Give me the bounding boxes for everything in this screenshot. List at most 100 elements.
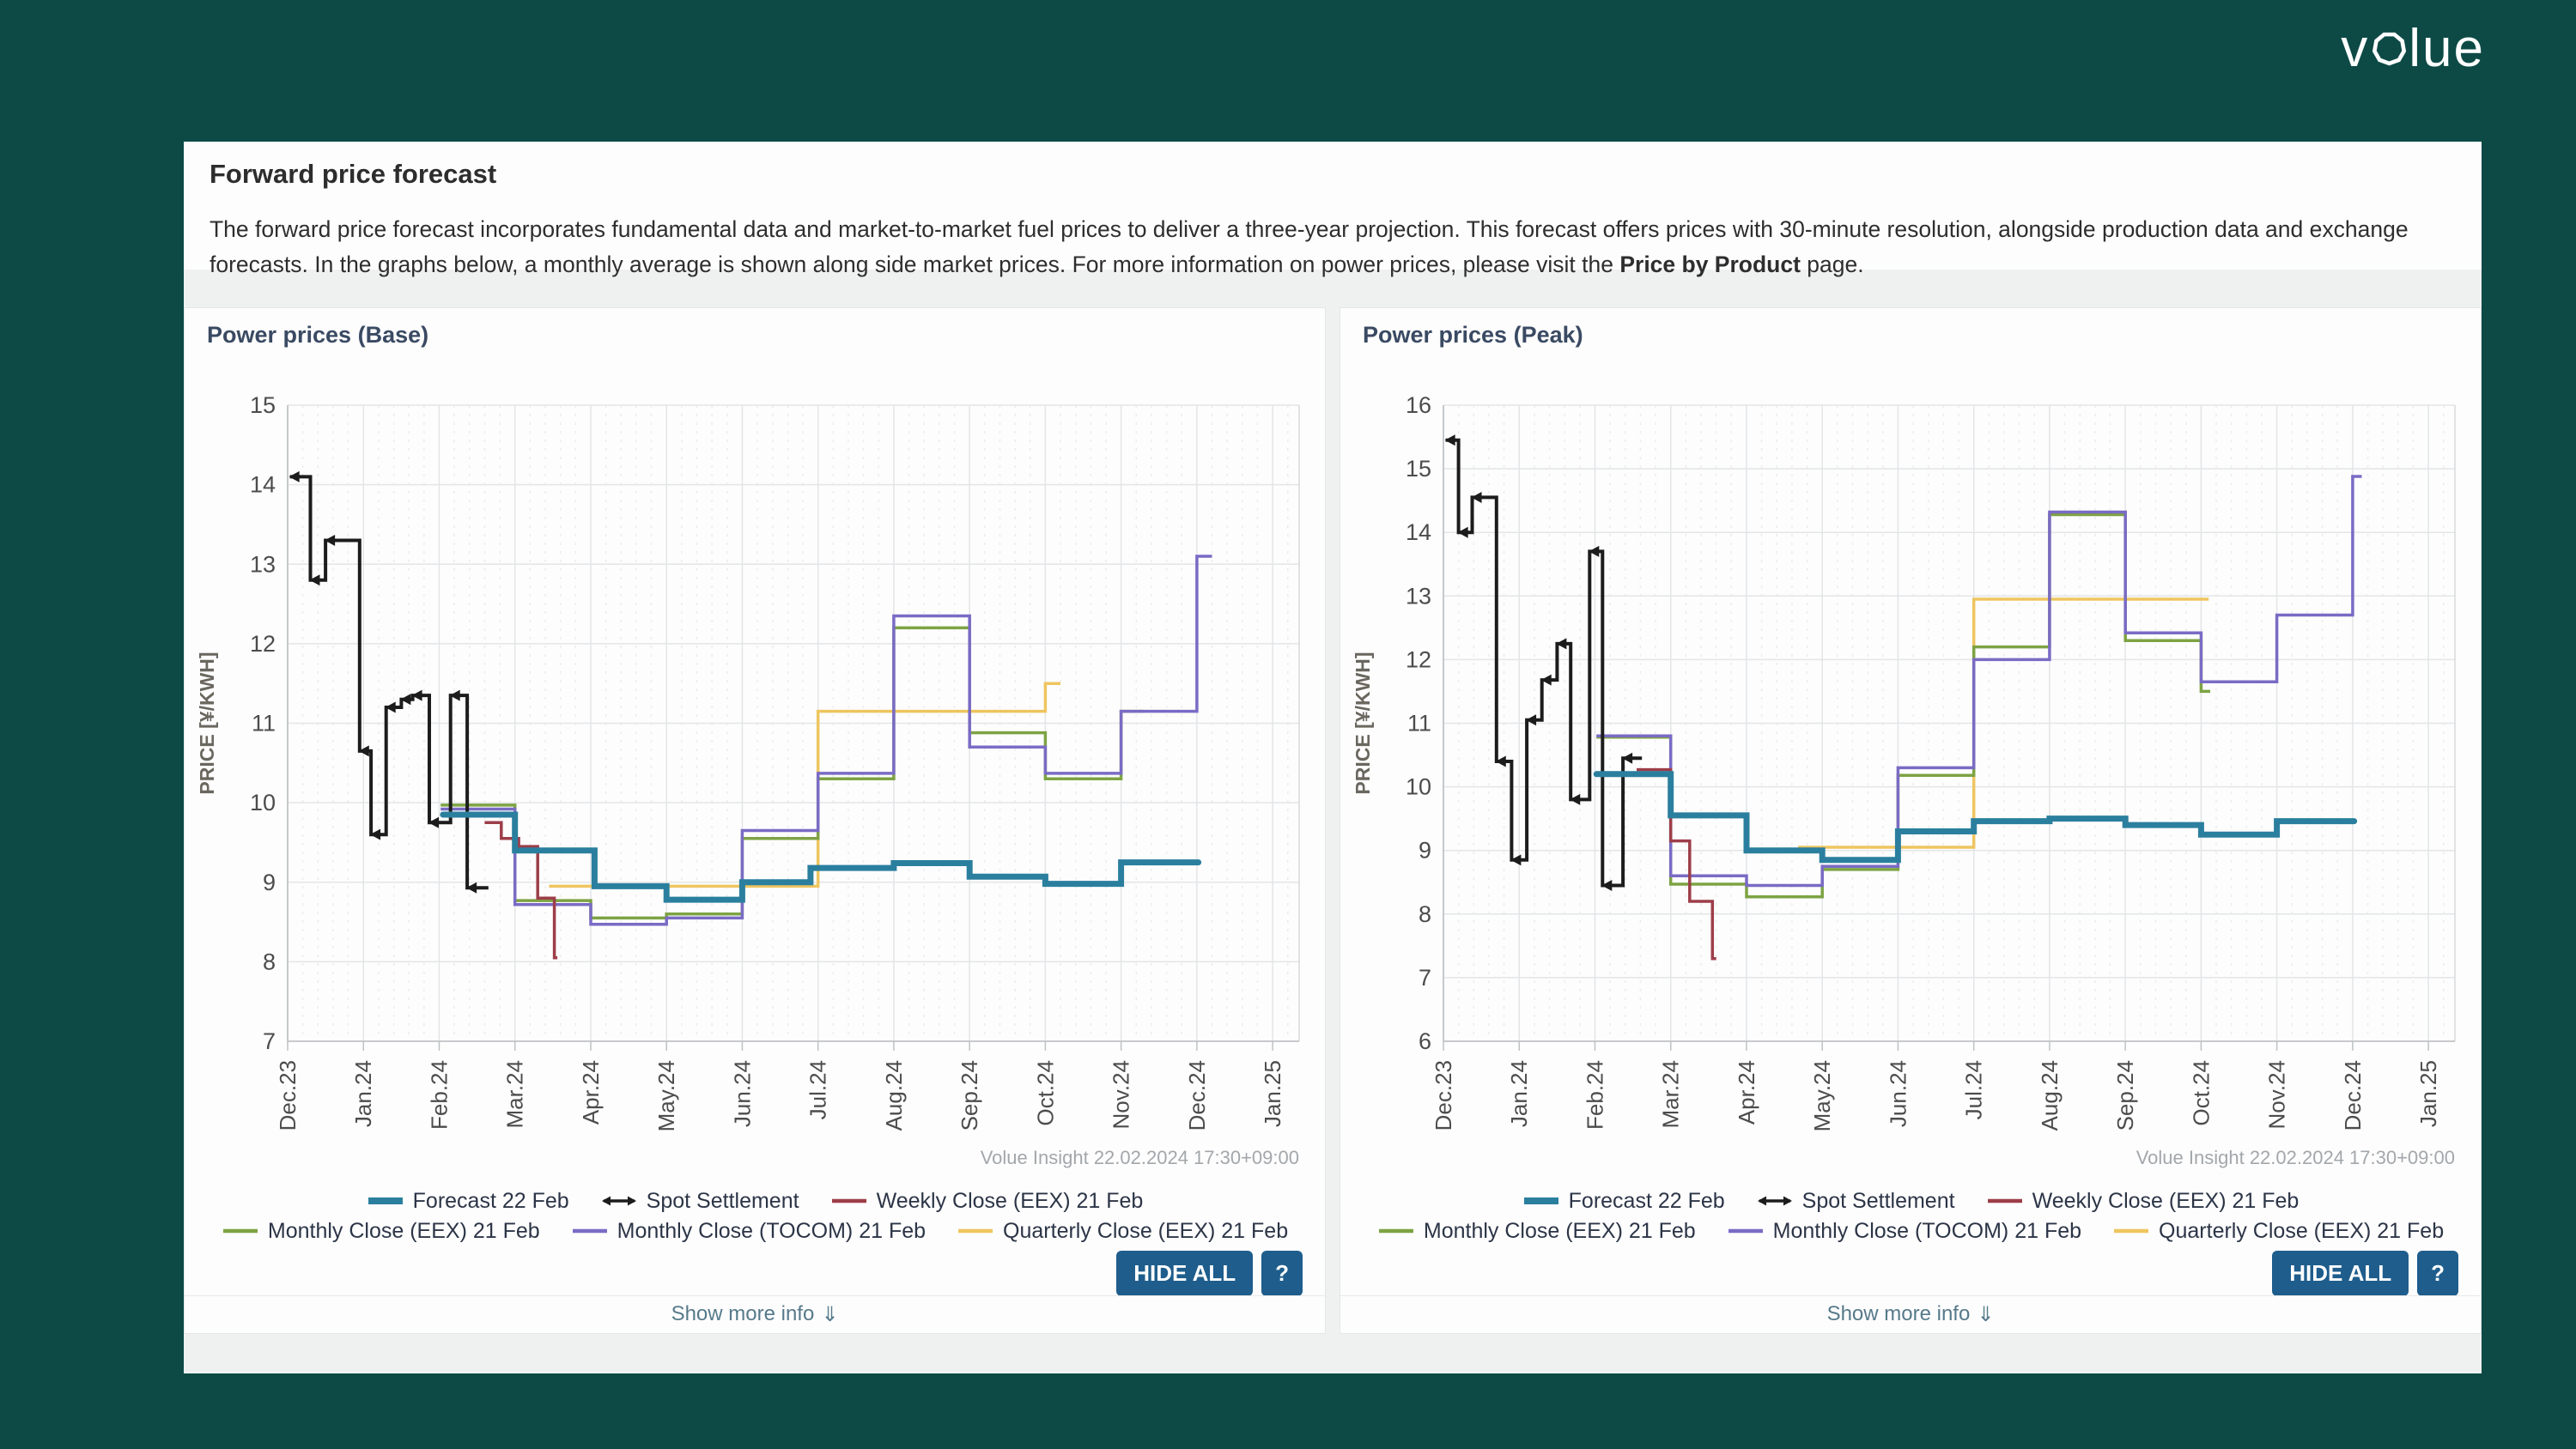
legend-item[interactable]: Spot Settlement [600, 1189, 799, 1214]
svg-text:Feb.24: Feb.24 [1582, 1060, 1607, 1130]
legend-label: Weekly Close (EEX) 21 Feb [2032, 1188, 2300, 1213]
footer-base: Show more info ⇓ [185, 1294, 1325, 1333]
hide-all-button[interactable]: HIDE ALL [2272, 1251, 2409, 1297]
help-button[interactable]: ? [2417, 1251, 2458, 1297]
legend-label: Monthly Close (TOCOM) 21 Feb [1772, 1218, 2082, 1243]
down-arrow-icon[interactable]: ⇓ [1977, 1302, 1995, 1326]
svg-text:Apr.24: Apr.24 [578, 1060, 604, 1125]
svg-text:10: 10 [1406, 774, 1431, 800]
show-more-link[interactable]: Show more info [671, 1302, 815, 1326]
svg-text:8: 8 [1419, 901, 1431, 927]
legend-item[interactable]: Spot Settlement [1756, 1189, 1955, 1214]
svg-text:Nov.24: Nov.24 [2264, 1060, 2290, 1129]
legend-item[interactable]: Monthly Close (TOCOM) 21 Feb [571, 1219, 926, 1244]
svg-text:Dec.23: Dec.23 [275, 1060, 301, 1131]
legend-item[interactable]: Quarterly Close (EEX) 21 Feb [957, 1219, 1288, 1244]
actions-peak: HIDE ALL ? [1340, 1251, 2481, 1297]
legend-row: Forecast 22 Feb Spot Settlement Weekly Clo… [1340, 1189, 2481, 1214]
actions-base: HIDE ALL ? [185, 1251, 1325, 1297]
panel-power-prices-base: Power prices (Base) 7 8 9 10 11 12 13 14 15 Dec.2… [184, 307, 1326, 1334]
series-line-icon [831, 1198, 866, 1203]
svg-text:Volue Insight 22.02.2024 17:30: Volue Insight 22.02.2024 17:30+09:00 [2136, 1147, 2455, 1168]
svg-text:Jan.25: Jan.25 [1260, 1060, 1285, 1127]
svg-text:12: 12 [250, 631, 276, 657]
legend-item[interactable]: Weekly Close (EEX) 21 Feb [1986, 1188, 2300, 1214]
legend-item[interactable]: Weekly Close (EEX) 21 Feb [830, 1188, 1144, 1214]
legend-item[interactable]: Forecast 22 Feb [1522, 1189, 1725, 1214]
svg-text:Jul.24: Jul.24 [1961, 1060, 1987, 1119]
svg-text:Apr.24: Apr.24 [1734, 1060, 1759, 1125]
page-description: The forward price forecast incorporates … [210, 216, 2409, 278]
svg-text:Oct.24: Oct.24 [2188, 1060, 2214, 1126]
series-line-icon [958, 1228, 993, 1234]
series-line-icon [1378, 1228, 1413, 1234]
spot-line-icon [601, 1196, 636, 1206]
panel-power-prices-peak: Power prices (Peak) 6 7 8 9 10 11 12 13 14 15 16 De… [1340, 307, 2482, 1334]
series-line-icon [1728, 1228, 1763, 1234]
svg-text:6: 6 [1419, 1028, 1431, 1054]
chart-peak[interactable]: 6 7 8 9 10 11 12 13 14 15 16 Dec.23 Jan.24 Feb.24 Mar.… [1340, 355, 2482, 1179]
svg-text:11: 11 [1407, 711, 1431, 737]
chart-canvas[interactable]: 6 7 8 9 10 11 12 13 14 15 16 Dec.23 Jan.24 Feb.24 Mar.… [1340, 355, 2482, 1179]
down-arrow-icon[interactable]: ⇓ [821, 1302, 839, 1326]
svg-text:Jun.24: Jun.24 [1885, 1060, 1911, 1127]
page-title: Forward price forecast [210, 159, 497, 189]
svg-text:May.24: May.24 [653, 1060, 679, 1131]
svg-text:15: 15 [250, 392, 276, 418]
svg-text:Volue Insight 22.02.2024 17:30: Volue Insight 22.02.2024 17:30+09:00 [981, 1147, 1299, 1168]
show-more-link[interactable]: Show more info [1826, 1302, 1971, 1326]
spot-line-icon [1757, 1196, 1792, 1206]
legend-item[interactable]: Forecast 22 Feb [367, 1189, 569, 1214]
svg-text:14: 14 [1406, 519, 1431, 545]
series-line-icon [222, 1228, 258, 1234]
legend-label: Forecast 22 Feb [412, 1188, 569, 1213]
svg-text:Dec.24: Dec.24 [1184, 1060, 1210, 1131]
legend-item[interactable]: Quarterly Close (EEX) 21 Feb [2112, 1219, 2444, 1244]
chart-base[interactable]: 7 8 9 10 11 12 13 14 15 Dec.23 Jan.24 Feb.24 Mar.24 A… [185, 355, 1327, 1179]
svg-text:Aug.24: Aug.24 [881, 1060, 907, 1131]
legend-item[interactable]: Monthly Close (EEX) 21 Feb [1377, 1219, 1696, 1244]
svg-text:PRICE [¥/KWH]: PRICE [¥/KWH] [1352, 652, 1374, 795]
help-button[interactable]: ? [1261, 1251, 1303, 1297]
hide-all-button[interactable]: HIDE ALL [1116, 1251, 1254, 1297]
svg-text:12: 12 [1406, 647, 1431, 673]
series-line-icon [1987, 1198, 2022, 1203]
svg-text:9: 9 [263, 870, 276, 895]
svg-text:Jul.24: Jul.24 [805, 1060, 831, 1119]
svg-text:Jun.24: Jun.24 [729, 1060, 755, 1127]
legend-label: Quarterly Close (EEX) 21 Feb [1003, 1218, 1289, 1243]
svg-text:Jan.24: Jan.24 [1506, 1060, 1532, 1127]
legend-label: Weekly Close (EEX) 21 Feb [876, 1188, 1144, 1213]
page-header: Forward price forecast The forward price… [184, 142, 2482, 277]
svg-text:Jan.25: Jan.25 [2415, 1060, 2441, 1127]
svg-text:PRICE [¥/KWH]: PRICE [¥/KWH] [196, 652, 218, 795]
svg-text:Sep.24: Sep.24 [957, 1060, 982, 1131]
logo-text-v: v [2341, 19, 2370, 78]
legend-label: Monthly Close (TOCOM) 21 Feb [617, 1218, 927, 1243]
svg-text:Feb.24: Feb.24 [426, 1060, 452, 1130]
svg-text:16: 16 [1406, 392, 1431, 418]
content-card: Forward price forecast The forward price… [184, 142, 2482, 1373]
svg-text:8: 8 [263, 949, 276, 975]
series-line-icon [368, 1197, 403, 1205]
price-by-product-link[interactable]: Price by Product [1619, 252, 1801, 278]
svg-text:Jan.24: Jan.24 [350, 1060, 376, 1127]
svg-text:May.24: May.24 [1809, 1060, 1835, 1131]
svg-text:10: 10 [250, 790, 276, 815]
legend-label: Forecast 22 Feb [1568, 1188, 1725, 1213]
legend-label: Spot Settlement [1801, 1188, 1955, 1213]
svg-text:Mar.24: Mar.24 [1658, 1060, 1684, 1129]
logo-text-lue: lue [2409, 19, 2485, 78]
chart-canvas[interactable]: 7 8 9 10 11 12 13 14 15 Dec.23 Jan.24 Feb.24 Mar.24 A… [185, 355, 1327, 1179]
legend-row: Monthly Close (EEX) 21 Feb Monthly Close … [185, 1219, 1325, 1244]
series-line-icon [572, 1228, 607, 1234]
series-line-icon [1523, 1197, 1558, 1205]
svg-text:13: 13 [250, 552, 276, 578]
charts-row: Power prices (Base) 7 8 9 10 11 12 13 14 15 Dec.2… [184, 307, 2482, 1334]
legend-item[interactable]: Monthly Close (TOCOM) 21 Feb [1727, 1219, 2081, 1244]
legend-base: Forecast 22 Feb Spot Settlement Weekly Clo… [185, 1179, 1325, 1252]
legend-row: Forecast 22 Feb Spot Settlement Weekly Clo… [185, 1189, 1325, 1214]
legend-item[interactable]: Monthly Close (EEX) 21 Feb [222, 1219, 540, 1244]
footer-peak: Show more info ⇓ [1340, 1294, 2481, 1333]
svg-text:Nov.24: Nov.24 [1109, 1060, 1134, 1129]
